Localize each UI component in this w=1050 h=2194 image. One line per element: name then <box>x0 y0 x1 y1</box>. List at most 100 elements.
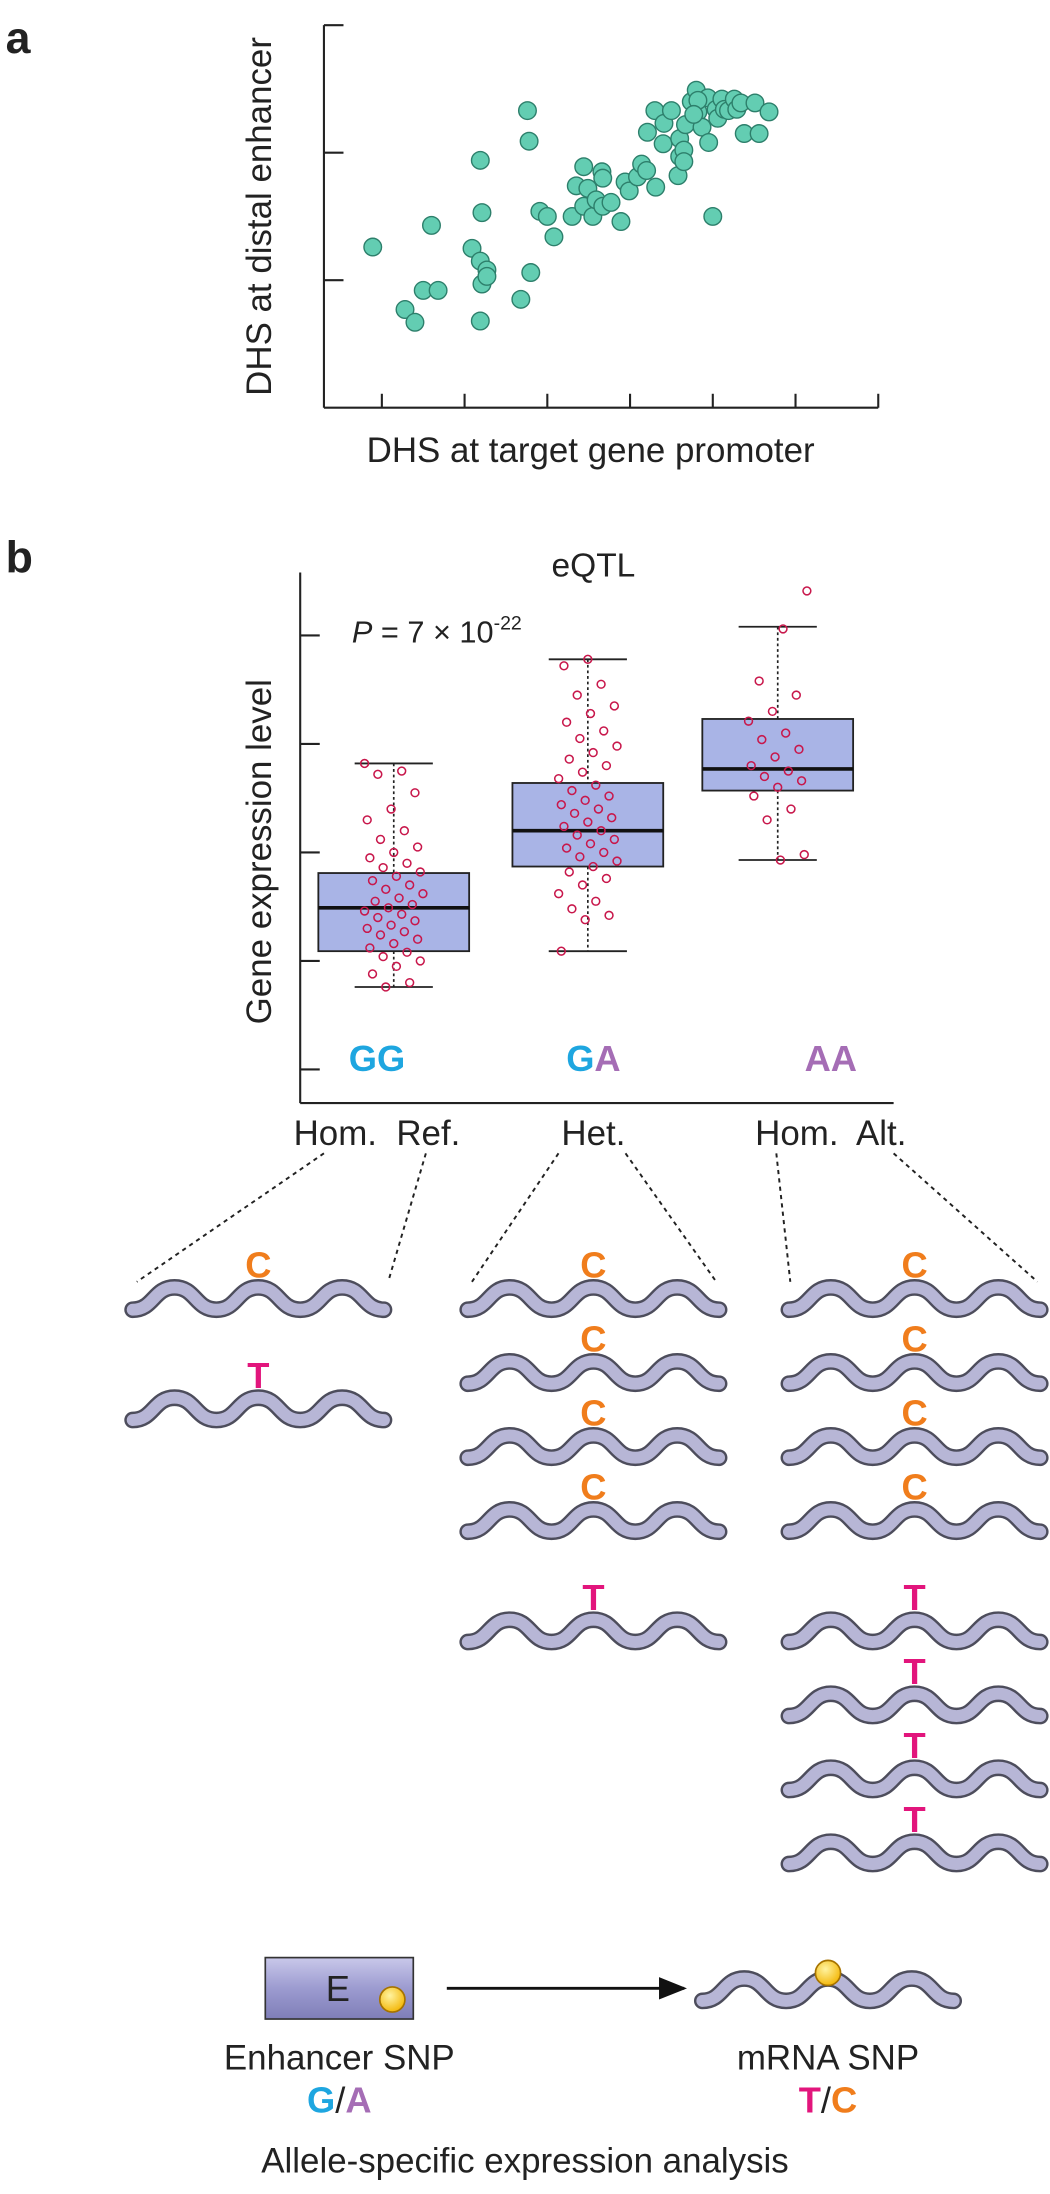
point <box>389 938 399 949</box>
point <box>556 946 566 956</box>
allele: G <box>349 1038 377 1079</box>
point <box>759 771 770 782</box>
point <box>583 817 593 827</box>
point <box>762 815 772 825</box>
y-axis-label: Gene expression level <box>240 679 279 1024</box>
point <box>410 788 420 798</box>
point <box>674 152 694 172</box>
mrna-label: mRNA SNP <box>737 2038 919 2077</box>
point <box>745 93 765 113</box>
point <box>580 795 590 806</box>
panel-label: b <box>6 533 33 582</box>
point <box>591 780 601 790</box>
connector <box>387 1153 427 1283</box>
point <box>596 679 606 689</box>
point <box>601 760 612 771</box>
allele: / <box>335 2080 346 2121</box>
point <box>556 800 566 810</box>
strand <box>461 1429 726 1464</box>
strand <box>782 1761 1047 1796</box>
point <box>561 717 572 727</box>
point <box>783 766 794 776</box>
point <box>767 706 778 717</box>
point <box>477 266 497 286</box>
point <box>470 150 490 170</box>
point <box>391 871 402 881</box>
strand <box>782 1429 1047 1464</box>
point <box>421 215 441 235</box>
point <box>591 896 601 906</box>
point <box>561 843 572 853</box>
point <box>537 206 557 226</box>
point <box>404 880 415 890</box>
point <box>609 834 620 845</box>
point <box>359 906 370 916</box>
connector-lines <box>136 1152 1039 1283</box>
genotype-label: GA <box>566 1038 620 1079</box>
point <box>564 754 574 764</box>
point <box>786 804 796 814</box>
connector <box>892 1152 1039 1283</box>
enhancer-alleles: G/A <box>307 2080 372 2121</box>
allele: C <box>831 2080 857 2121</box>
point <box>363 237 383 257</box>
point <box>373 912 383 923</box>
point <box>572 690 582 700</box>
point <box>619 181 639 201</box>
point <box>511 289 531 309</box>
point <box>399 826 410 836</box>
allele-letter: C <box>580 1467 606 1508</box>
box <box>511 782 665 868</box>
point <box>389 847 399 858</box>
point <box>646 177 666 197</box>
point <box>559 821 569 832</box>
point <box>397 766 407 776</box>
point <box>749 124 769 144</box>
enhancer-box-label: E <box>326 1968 350 2009</box>
allele-letter: T <box>903 1577 925 1618</box>
point <box>796 776 807 786</box>
connector <box>775 1153 792 1282</box>
connector <box>624 1152 718 1283</box>
allele-letter: C <box>580 1393 606 1434</box>
allele: T <box>799 2080 821 2121</box>
point <box>604 910 614 921</box>
allele: G <box>377 1038 405 1079</box>
allele-letter: T <box>903 1799 925 1840</box>
strand <box>782 1281 1047 1316</box>
genotype-label: AA <box>805 1038 857 1079</box>
allele-letter: C <box>580 1245 606 1286</box>
y-axis-label: DHS at distal enhancer <box>240 37 279 396</box>
p-text: = 7 × 10 <box>372 614 493 649</box>
point <box>470 311 490 331</box>
panel-label: a <box>6 14 32 63</box>
point <box>791 690 801 700</box>
x-tick-label: Het. <box>561 1114 625 1153</box>
point <box>519 131 539 151</box>
point <box>574 157 594 177</box>
point <box>383 903 394 913</box>
point <box>472 203 492 223</box>
point <box>367 875 378 886</box>
mrna-alleles: T/C <box>799 2080 857 2121</box>
allele: A <box>345 2080 371 2121</box>
point <box>370 896 380 906</box>
point <box>612 856 622 866</box>
point <box>799 849 809 860</box>
point <box>588 861 598 872</box>
point <box>569 808 580 819</box>
point <box>601 192 621 212</box>
strand <box>782 1613 1047 1648</box>
allele-letter: T <box>903 1651 925 1692</box>
point <box>637 161 657 181</box>
point <box>375 834 386 845</box>
point <box>609 701 620 711</box>
snp-dot <box>378 1986 406 2013</box>
allele-letter: C <box>901 1245 927 1286</box>
strand <box>461 1355 726 1390</box>
point <box>607 813 617 823</box>
allele-letter: T <box>582 1577 604 1618</box>
point <box>375 930 386 940</box>
chart-title: eQTL <box>552 548 636 585</box>
allele-letter: C <box>901 1393 927 1434</box>
